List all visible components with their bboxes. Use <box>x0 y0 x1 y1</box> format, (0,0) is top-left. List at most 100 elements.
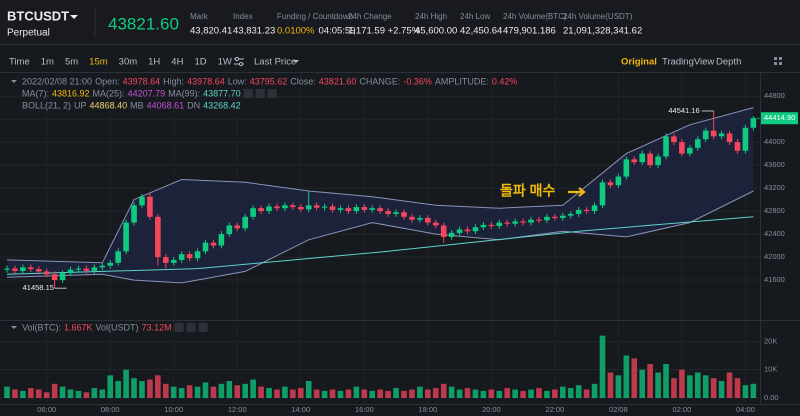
interval-tab[interactable]: 5m <box>65 57 78 68</box>
legend-text: MA(7): <box>22 88 49 98</box>
volume-bar <box>20 390 26 398</box>
candle-body <box>512 221 518 224</box>
y-tick-label: 42000 <box>764 252 785 261</box>
stat-label: 24h High <box>415 12 447 21</box>
interval-tab[interactable]: 1H <box>148 57 160 68</box>
candle-body <box>528 219 534 223</box>
settings-icon[interactable] <box>234 56 244 67</box>
legend-text: High: <box>163 76 184 86</box>
last-price-badge <box>761 112 798 125</box>
view-tab[interactable]: Original <box>621 57 657 68</box>
candle-body <box>35 269 42 272</box>
volume-bar <box>353 386 360 398</box>
header-bar <box>0 0 800 44</box>
candle-body <box>440 225 447 237</box>
interval-tab[interactable]: 1m <box>41 57 54 68</box>
volume-bar <box>43 392 50 398</box>
candle-body <box>123 222 129 252</box>
volume-bar <box>28 388 34 398</box>
y-tick-label: 44800 <box>764 91 785 100</box>
price-type[interactable]: Last Price <box>254 57 296 68</box>
candle-body <box>560 215 566 218</box>
candle-body <box>194 251 201 259</box>
volume-bar <box>687 375 693 398</box>
interval-tab[interactable]: 15m <box>89 57 108 68</box>
volume-bar <box>512 389 518 398</box>
interval-tab[interactable]: 1D <box>194 57 206 68</box>
x-tick-label: 12:00 <box>228 405 247 414</box>
legend-text: Vol(BTC): <box>22 322 61 332</box>
candle-body <box>186 254 193 259</box>
volume-bar <box>186 385 193 398</box>
volume-bar <box>401 390 407 398</box>
interval-tab[interactable]: 1W <box>218 57 232 68</box>
volume-bar <box>266 388 272 398</box>
volume-bar <box>163 383 169 398</box>
candle-body <box>432 222 439 226</box>
volume-bar <box>194 386 201 398</box>
candle-body <box>417 217 423 220</box>
candle-body <box>425 217 431 223</box>
candle-body <box>575 209 582 214</box>
candle-body <box>583 209 590 212</box>
candle-body <box>599 182 606 206</box>
stat-value: 0.0100% <box>277 26 315 37</box>
volume-bar <box>536 388 542 398</box>
volume-bar <box>448 386 455 398</box>
stat-label: 24h Volume(BTC) <box>503 12 567 21</box>
contract-type: Perpetual <box>7 28 50 39</box>
stat-value: 21,091,328,341.62 <box>563 26 642 37</box>
legend-button[interactable] <box>267 89 277 98</box>
interval-tab[interactable]: Time <box>9 57 30 68</box>
legend-button[interactable] <box>174 323 184 332</box>
x-tick-label: 04:00 <box>736 405 755 414</box>
candle-body <box>163 257 169 263</box>
dropdown-icon[interactable] <box>293 60 299 63</box>
candle-body <box>178 254 185 260</box>
volume-bar <box>115 381 121 398</box>
interval-tab[interactable]: 30m <box>119 57 138 68</box>
stat-label: 24h Low <box>460 12 490 21</box>
legend-button[interactable] <box>186 323 196 332</box>
x-tick-label: 02/08 <box>609 405 628 414</box>
candle-body <box>345 208 352 212</box>
collapse-icon[interactable] <box>11 80 17 83</box>
legend-text: 43795.62 <box>250 76 288 86</box>
volume-bar <box>567 388 574 398</box>
legend-button[interactable] <box>198 323 208 332</box>
candle-body <box>305 205 312 210</box>
view-tab[interactable]: Depth <box>716 57 741 68</box>
price-tag: 44541.16 <box>668 106 699 115</box>
candle-body <box>663 136 669 157</box>
candle-body <box>718 133 725 137</box>
volume-bar <box>218 383 225 398</box>
candle-body <box>631 159 638 163</box>
volume-bar <box>242 383 248 398</box>
candle-body <box>274 206 280 209</box>
symbol[interactable]: BTCUSDT <box>7 8 69 23</box>
volume-bar <box>234 385 241 398</box>
volume-bar <box>313 389 320 398</box>
candle-body <box>234 225 241 229</box>
volume-bar <box>4 386 10 398</box>
legend-text: 43268.42 <box>203 100 241 110</box>
view-tab[interactable]: TradingView <box>662 57 714 68</box>
price-tag: 41458.15 <box>23 283 54 292</box>
stat-value: 45,600.00 <box>415 26 457 37</box>
volume-bar <box>59 386 66 398</box>
volume-bar <box>575 385 582 398</box>
volume-bar <box>504 388 511 398</box>
volume-bar <box>440 383 447 398</box>
volume-bar <box>647 364 653 398</box>
legend-button[interactable] <box>243 89 253 98</box>
dropdown-icon[interactable] <box>70 15 78 19</box>
candle-body <box>456 229 463 233</box>
candle-body <box>20 267 26 271</box>
candle-body <box>147 196 153 217</box>
candle-body <box>726 133 733 143</box>
legend-button[interactable] <box>255 89 265 98</box>
x-tick-label: 16:00 <box>355 405 374 414</box>
candle-body <box>655 156 661 166</box>
grid-icon[interactable] <box>774 57 782 65</box>
interval-tab[interactable]: 4H <box>171 57 183 68</box>
